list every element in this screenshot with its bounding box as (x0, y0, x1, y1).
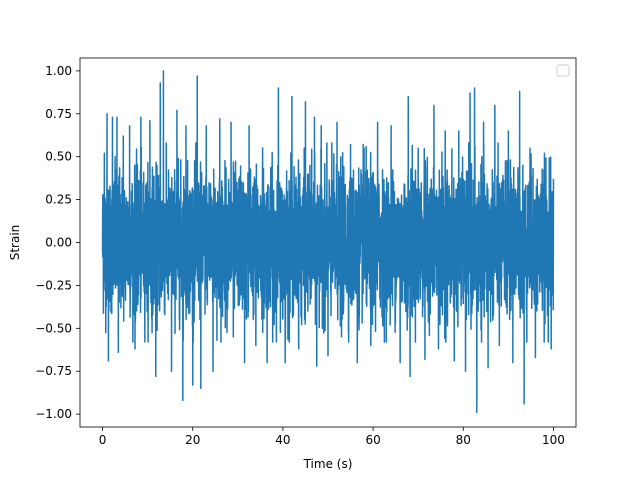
y-tick-label: −1.00 (35, 407, 72, 421)
y-tick-label: 0.50 (45, 150, 72, 164)
x-tick-label: 0 (99, 433, 107, 447)
x-tick-label: 20 (185, 433, 200, 447)
y-tick-label: −0.75 (35, 364, 72, 378)
x-axis-ticks: 0 20 40 60 80 100 (99, 427, 565, 447)
x-tick-label: 100 (542, 433, 565, 447)
y-tick-label: 0.75 (45, 107, 72, 121)
y-tick-label: −0.25 (35, 278, 72, 292)
y-tick-label: 0.25 (45, 193, 72, 207)
y-axis-label: Strain (8, 225, 22, 261)
series-layer (101, 70, 555, 414)
x-axis-label: Time (s) (303, 457, 353, 471)
x-tick-label: 60 (365, 433, 380, 447)
y-tick-label: −0.50 (35, 321, 72, 335)
x-tick-label: 40 (275, 433, 290, 447)
y-tick-label: 0.00 (45, 236, 72, 250)
legend-box (556, 64, 570, 77)
strain-series-line (101, 70, 555, 414)
y-axis-ticks: −1.00 −0.75 −0.50 −0.25 0.00 0.25 0.50 0.75 1.00 (35, 64, 80, 421)
x-tick-label: 80 (456, 433, 471, 447)
y-tick-label: 1.00 (45, 64, 72, 78)
